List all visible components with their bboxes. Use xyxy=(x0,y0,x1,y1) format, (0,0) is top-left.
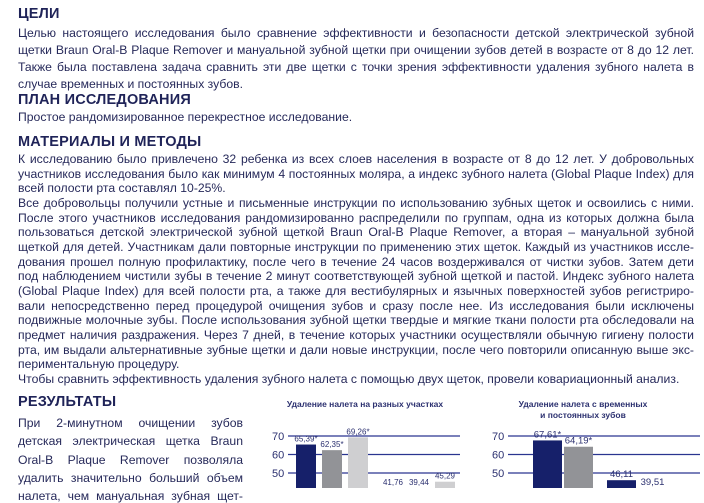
y-tick-label: 60 xyxy=(492,450,504,462)
y-tick-label: 70 xyxy=(272,431,284,443)
bar-value-label: 65,39* xyxy=(294,435,317,444)
goals-heading: ЦЕЛИ xyxy=(18,6,60,22)
text-line: периментальную процедуру. xyxy=(18,357,180,372)
text-line: При 2-минутном очищении зубов xyxy=(18,416,243,430)
chart-title: Удаление налета на разных участках xyxy=(287,399,444,409)
text-line: К исследованию было привлечено 32 ребенк… xyxy=(18,152,694,166)
bar-value-label: 67,61* xyxy=(534,429,562,440)
bar xyxy=(296,444,316,488)
text-line: детская электрическая щетка Braun xyxy=(18,434,243,449)
bar-value-label: 62,35* xyxy=(320,440,343,449)
results-heading: РЕЗУЛЬТАТЫ xyxy=(18,394,117,410)
bar-value-label: 39,44 xyxy=(409,478,430,487)
text-line: Также была поставлена задача сравнить эт… xyxy=(18,60,694,74)
y-tick-label: 50 xyxy=(492,468,504,480)
text-line: Чтобы сравнить эффективность удаления зу… xyxy=(18,372,680,387)
bar-value-label: 39,51 xyxy=(641,477,665,488)
bar xyxy=(607,480,636,488)
text-line: вали непосредственно перед процедурой оч… xyxy=(18,298,694,313)
text-line: Oral-B Plaque Remover позволяла xyxy=(18,452,243,467)
y-tick-label: 70 xyxy=(492,431,504,443)
bar xyxy=(435,481,455,488)
text-line: подвижные молочные зубы. После использов… xyxy=(18,313,694,328)
bar-value-label: 45,29 xyxy=(435,472,456,481)
text-line: пользоваться детской электрической зубно… xyxy=(18,225,694,240)
text-line: щеткой для детей. Участникам дали повтор… xyxy=(18,240,694,255)
text-line: Целью настоящего исследования было сравн… xyxy=(18,26,694,40)
chart-title: и постоянных зубов xyxy=(540,410,626,420)
plan-heading: ПЛАН ИССЛЕДОВАНИЯ xyxy=(18,92,191,108)
text-line: налета, чем мануальная зубная щет- xyxy=(18,489,243,503)
bar xyxy=(564,446,593,488)
bar xyxy=(348,437,368,488)
bar-value-label: 46,11 xyxy=(610,469,633,480)
text-line: дования прошел полную профилактику, посл… xyxy=(18,254,694,269)
text-line: удалить значительно больший объем xyxy=(18,470,243,485)
text-line: всей полости рта составлял 10-25%. xyxy=(18,181,226,196)
text-line: под наблюдением чистили зубы в течение 2… xyxy=(18,269,694,284)
text-line: После этого участников исследования ранд… xyxy=(18,210,694,225)
text-line: случае временных и постоянных зубов. xyxy=(18,77,243,91)
charts: Удаление налета на разных участках 50 60 70… xyxy=(272,399,700,488)
text-line: Простое рандомизированное перекрестное и… xyxy=(18,110,353,124)
methods-heading: МАТЕРИАЛЫ И МЕТОДЫ xyxy=(18,134,202,150)
text-line: Все добровольцы получили устные и письме… xyxy=(18,196,694,210)
text-line: рта, им выдали альтернативные зубные щет… xyxy=(18,342,694,357)
y-tick-label: 60 xyxy=(272,450,284,462)
chart-title: Удаление налета с временных xyxy=(519,399,648,409)
bar xyxy=(322,450,342,488)
bar-value-label: 69,26* xyxy=(346,427,369,436)
bar-value-label: 41,76 xyxy=(383,478,404,487)
text-line: предмет наличия раздражения. Через 7 дне… xyxy=(18,328,694,343)
y-tick-label: 50 xyxy=(272,468,284,480)
text-line: участников исследования было как минимум… xyxy=(18,166,694,181)
bar-value-label: 64,19* xyxy=(565,436,593,447)
bar xyxy=(533,440,562,488)
text-line: (Global Plaque Index) для всей полости р… xyxy=(18,284,694,299)
text-line: щетки Braun Oral-B Plaque Remover и ману… xyxy=(18,43,694,57)
